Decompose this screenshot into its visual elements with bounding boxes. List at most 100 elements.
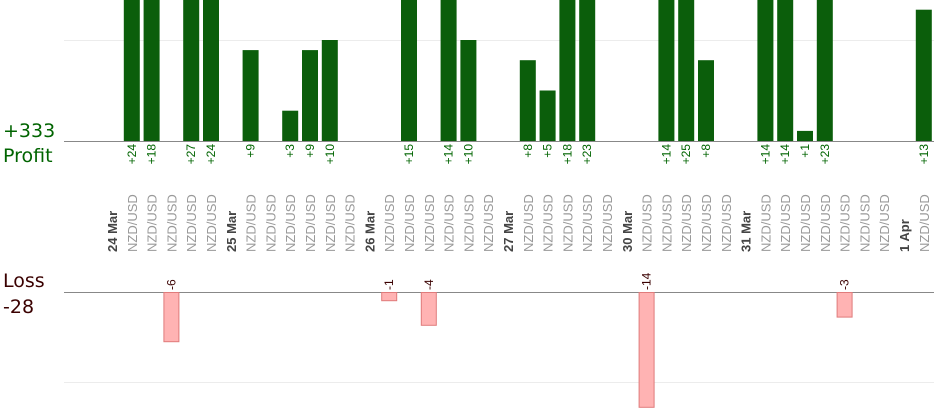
profit-bar — [460, 40, 477, 141]
pair-label: NZD/USD — [818, 194, 833, 252]
pair-label: NZD/USD — [164, 194, 179, 252]
pair-label: NZD/USD — [600, 194, 615, 252]
pair-label: NZD/USD — [145, 194, 160, 252]
pair-label: NZD/USD — [422, 194, 437, 252]
date-label: 27 Mar — [501, 211, 516, 252]
pair-label: NZD/USD — [263, 194, 278, 252]
pair-label: NZD/USD — [541, 194, 556, 252]
profit-bar — [321, 40, 338, 141]
pair-label: NZD/USD — [580, 194, 595, 252]
loss-bar — [163, 292, 180, 343]
pair-label: NZD/USD — [125, 194, 140, 252]
pair-label: NZD/USD — [857, 194, 872, 252]
loss-value-label: -6 — [164, 279, 178, 290]
profit-bar — [203, 0, 219, 141]
profit-value-label: +23 — [580, 144, 594, 165]
profit-bar — [242, 50, 259, 141]
loss-value-label: -14 — [640, 272, 654, 290]
profit-value-label: +18 — [560, 144, 574, 165]
pair-label: NZD/USD — [699, 194, 714, 252]
pair-label: NZD/USD — [560, 194, 575, 252]
pair-label: NZD/USD — [679, 194, 694, 252]
profit-bar — [183, 0, 200, 141]
profit-value-label: +15 — [402, 144, 416, 165]
profit-bar — [757, 0, 774, 141]
pair-label: NZD/USD — [778, 194, 793, 252]
pair-label: NZD/USD — [481, 194, 496, 252]
date-label: 31 Mar — [739, 211, 754, 252]
loss-bar — [381, 292, 398, 302]
profit-bar — [777, 0, 794, 141]
loss-bar — [638, 292, 655, 408]
profit-bar — [915, 9, 932, 142]
pair-label: NZD/USD — [303, 194, 318, 252]
profit-bar — [559, 0, 576, 141]
profit-bar — [579, 0, 596, 141]
loss-value-label: -1 — [382, 279, 396, 290]
pair-label: NZD/USD — [838, 194, 853, 252]
profit-value-label: +9 — [303, 144, 317, 158]
date-label: 1 Apr — [897, 219, 912, 252]
profit-value-label: +24 — [204, 144, 218, 165]
date-label: 26 Mar — [362, 211, 377, 252]
pair-label: NZD/USD — [323, 194, 338, 252]
pair-label: NZD/USD — [758, 194, 773, 252]
profit-value-label: +9 — [244, 144, 258, 158]
profit-bar — [143, 0, 160, 141]
pair-label: NZD/USD — [719, 194, 734, 252]
pair-label: NZD/USD — [402, 194, 417, 252]
profit-value-label: +13 — [917, 144, 931, 165]
profit-bar — [678, 0, 695, 141]
loss-label: Loss — [3, 270, 45, 292]
profit-label: Profit — [3, 145, 53, 167]
date-label: 30 Mar — [620, 211, 635, 252]
profit-bar — [282, 110, 299, 141]
profit-bar — [519, 60, 536, 142]
date-label: 25 Mar — [224, 211, 239, 252]
pair-label: NZD/USD — [244, 194, 259, 252]
profit-value-label: +18 — [145, 144, 159, 165]
pair-label: NZD/USD — [798, 194, 813, 252]
pair-label: NZD/USD — [204, 194, 219, 252]
profit-value-label: +27 — [184, 144, 198, 165]
date-label: 24 Mar — [105, 211, 120, 252]
profit-bar — [816, 0, 833, 141]
profit-bar — [658, 0, 675, 141]
profit-bar — [123, 0, 140, 141]
pair-label: NZD/USD — [659, 194, 674, 252]
profit-value-label: +10 — [461, 144, 475, 165]
loss-bar — [420, 292, 437, 326]
pair-label: NZD/USD — [382, 194, 397, 252]
profit-bar — [539, 90, 556, 141]
pair-label: NZD/USD — [521, 194, 536, 252]
loss-value-label: -3 — [838, 279, 852, 290]
pair-label: NZD/USD — [184, 194, 199, 252]
profit-value-label: +14 — [659, 144, 673, 165]
profit-bar — [440, 0, 457, 141]
profit-total: +333 — [3, 120, 56, 142]
pair-label: NZD/USD — [283, 194, 298, 252]
profit-bar — [797, 130, 813, 141]
pair-label: NZD/USD — [343, 194, 358, 252]
profit-bar — [698, 60, 714, 142]
profit-value-label: +10 — [323, 144, 337, 165]
profit-value-label: +14 — [442, 144, 456, 165]
profit-value-label: +5 — [541, 144, 555, 158]
profit-value-label: +25 — [679, 144, 693, 165]
profit-value-label: +3 — [283, 144, 297, 158]
pair-label: NZD/USD — [461, 194, 476, 252]
pair-label: NZD/USD — [442, 194, 457, 252]
profit-value-label: +1 — [798, 144, 812, 158]
pair-label: NZD/USD — [917, 194, 932, 252]
pair-label: NZD/USD — [640, 194, 655, 252]
loss-value-label: -4 — [422, 279, 436, 290]
profit-value-label: +8 — [521, 144, 535, 158]
loss-bar — [836, 292, 853, 318]
loss-total: -28 — [3, 296, 35, 318]
profit-value-label: +23 — [818, 144, 832, 165]
profit-value-label: +8 — [699, 144, 713, 158]
profit-value-label: +24 — [125, 144, 139, 165]
profit-value-label: +14 — [758, 144, 772, 165]
profit-bar — [401, 0, 417, 141]
